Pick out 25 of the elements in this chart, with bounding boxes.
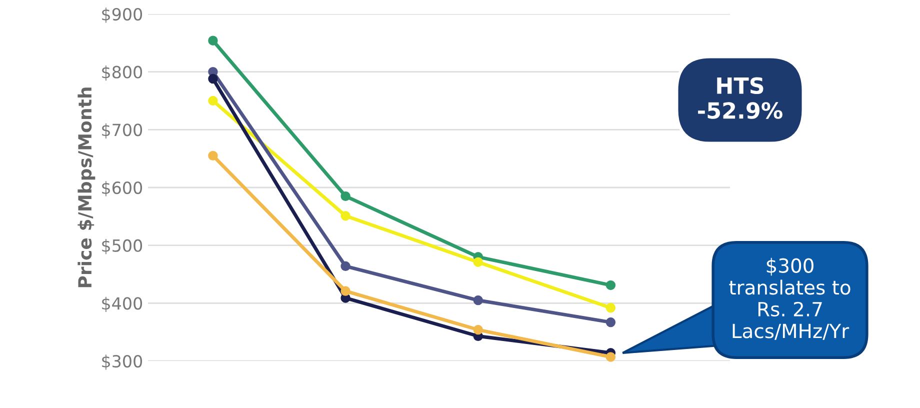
- point: [473, 324, 483, 335]
- point: [606, 302, 616, 313]
- point: [340, 261, 350, 272]
- y-axis-title: Price $/Mbps/Month: [78, 88, 96, 288]
- y-tick-label: $800: [102, 66, 142, 81]
- point: [208, 150, 218, 161]
- y-tick-label: $400: [102, 296, 142, 312]
- annotation: $300 translates to Rs. 2.7 Lacs/MHz/Yr: [729, 258, 850, 340]
- point: [473, 295, 483, 306]
- point: [340, 191, 350, 202]
- point: [208, 96, 218, 106]
- point: [473, 257, 483, 267]
- point: [208, 36, 218, 46]
- point: [208, 74, 218, 84]
- point: [606, 352, 616, 362]
- point: [340, 286, 350, 296]
- y-tick-label: $500: [102, 239, 142, 254]
- point: [606, 317, 616, 328]
- y-tick-label: $900: [102, 8, 142, 23]
- point: [606, 280, 616, 290]
- y-tick-label: $300: [102, 354, 142, 370]
- annotation: HTS -52.9%: [698, 77, 782, 119]
- y-tick-label: $600: [102, 181, 142, 196]
- y-tick-label: $700: [102, 123, 142, 138]
- point: [340, 210, 350, 221]
